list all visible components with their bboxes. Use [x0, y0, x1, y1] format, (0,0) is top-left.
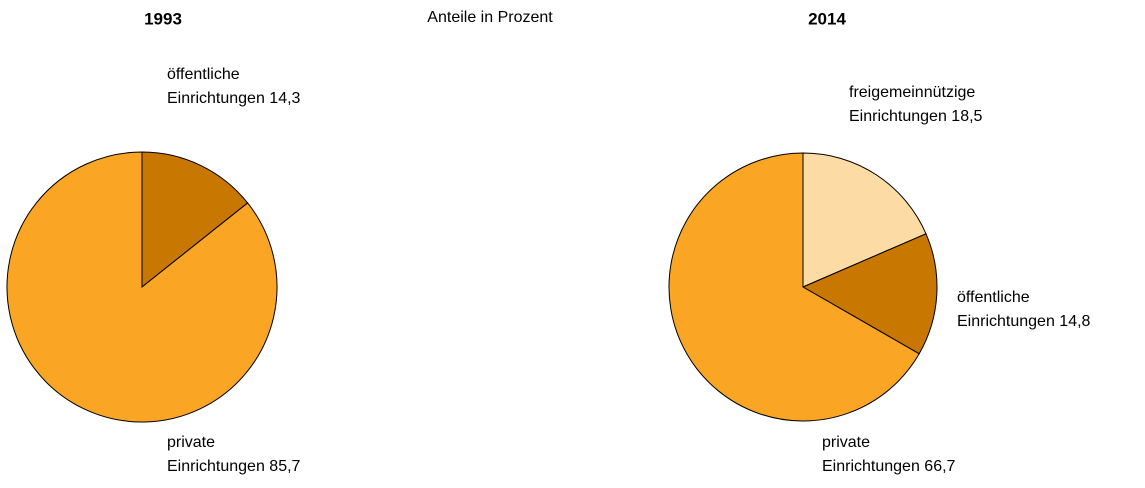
pie-slice — [141, 151, 249, 289]
value-label: 66,7 — [924, 458, 955, 475]
category-label-line2: Einrichtungen — [849, 108, 951, 125]
pie-slice — [801, 233, 938, 355]
category-label: öffentliche — [167, 66, 240, 83]
slice-label: private Einrichtungen 85,7 — [167, 434, 301, 475]
pie-slice — [802, 152, 927, 288]
slice-label: öffentliche Einrichtungen 14,3 — [167, 66, 301, 107]
category-label: freigemeinnützige — [849, 84, 975, 101]
pie-slice — [668, 152, 920, 422]
chart-title: 1993 — [144, 9, 182, 28]
slice-label: private Einrichtungen 66,7 — [822, 434, 956, 475]
category-label-line2: Einrichtungen — [167, 458, 269, 475]
category-label: private — [167, 434, 215, 451]
slice-label: freigemeinnützige Einrichtungen 18,5 — [849, 84, 983, 125]
chart-title: 2014 — [808, 9, 846, 28]
value-label: 18,5 — [951, 108, 982, 125]
category-label: private — [822, 434, 870, 451]
slice-label: öffentliche Einrichtungen 14,8 — [957, 289, 1091, 330]
pie-slice — [6, 151, 278, 423]
value-label: 14,3 — [269, 90, 300, 107]
category-label-line2: Einrichtungen — [167, 90, 269, 107]
chart-subtitle: Anteile in Prozent — [427, 9, 553, 26]
value-label: 85,7 — [269, 458, 300, 475]
category-label-line2: Einrichtungen — [822, 458, 924, 475]
category-label-line2: Einrichtungen — [957, 313, 1059, 330]
category-label: öffentliche — [957, 289, 1030, 306]
value-label: 14,8 — [1059, 313, 1090, 330]
